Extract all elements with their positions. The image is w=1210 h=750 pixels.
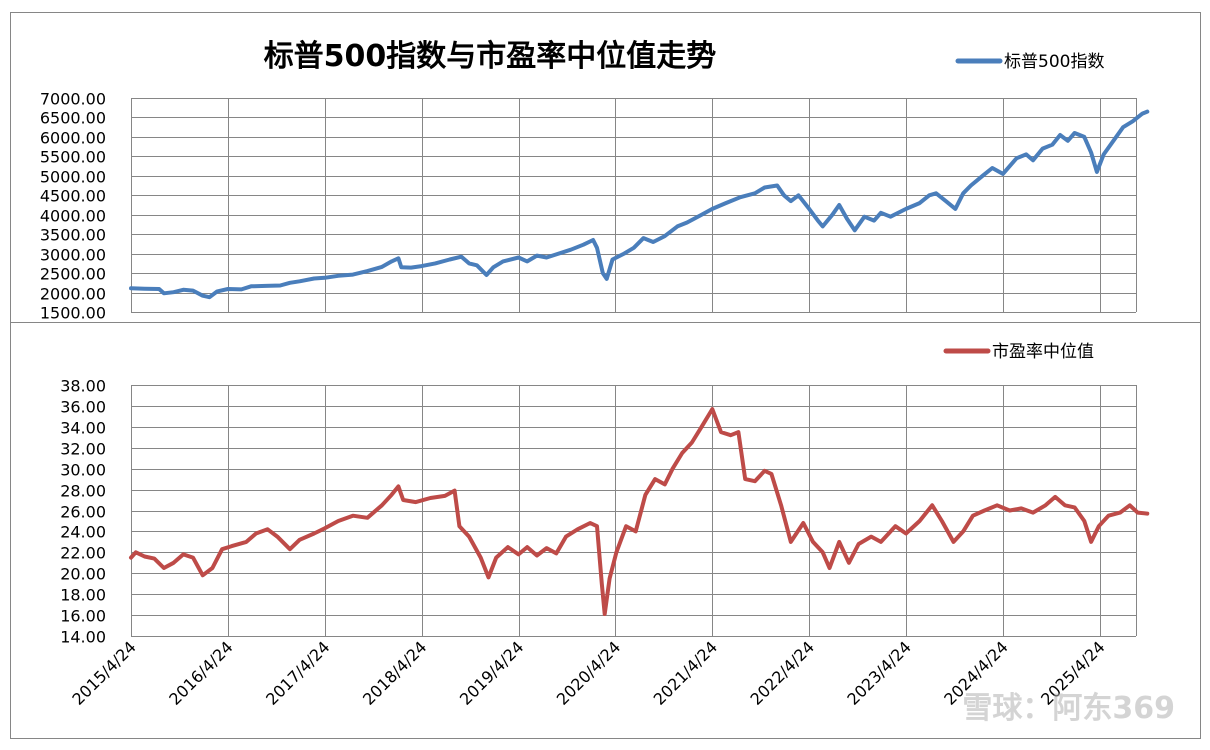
top-y-tick-label: 6500.00 — [40, 109, 106, 128]
bottom-y-tick-label: 16.00 — [60, 607, 106, 626]
bottom-y-tick-label: 36.00 — [60, 398, 106, 417]
chart-title: 标普500指数与市盈率中位值走势 — [264, 39, 717, 74]
bottom-chart-frame — [10, 322, 1201, 739]
bottom-legend: 市盈率中位值 — [943, 342, 1094, 362]
watermark-text: 雪球：阿东369 — [962, 691, 1175, 726]
bottom-y-tick-label: 20.00 — [60, 565, 106, 584]
bottom-y-tick-label: 22.00 — [60, 544, 106, 563]
top-y-tick-label: 7000.00 — [40, 90, 106, 109]
top-legend: 标普500指数 — [955, 52, 1104, 72]
bottom-y-tick-label: 26.00 — [60, 503, 106, 522]
bottom-y-tick-label: 38.00 — [60, 377, 106, 396]
top-y-tick-label: 2500.00 — [40, 265, 106, 284]
top-y-tick-label: 5000.00 — [40, 168, 106, 187]
bottom-y-tick-label: 34.00 — [60, 419, 106, 438]
bottom-y-tick-label: 28.00 — [60, 482, 106, 501]
top-y-tick-label: 6000.00 — [40, 129, 106, 148]
bottom-y-tick-label: 30.00 — [60, 461, 106, 480]
top-y-tick-label: 3500.00 — [40, 226, 106, 245]
bottom-series-line — [129, 407, 1150, 616]
top-y-tick-label: 4000.00 — [40, 207, 106, 226]
top-y-tick-label: 4500.00 — [40, 187, 106, 206]
bottom-y-tick-label: 24.00 — [60, 523, 106, 542]
top-y-tick-label: 5500.00 — [40, 148, 106, 167]
bottom-y-tick-label: 14.00 — [60, 628, 106, 647]
top-y-tick-label: 2000.00 — [40, 285, 106, 304]
bottom-legend-label: 市盈率中位值 — [992, 342, 1094, 362]
bottom-y-tick-label: 18.00 — [60, 586, 106, 605]
top-legend-label: 标普500指数 — [1004, 52, 1104, 72]
top-y-tick-label: 1500.00 — [40, 304, 106, 323]
top-y-tick-label: 3000.00 — [40, 246, 106, 265]
top-series-line — [129, 109, 1150, 300]
bottom-y-tick-label: 32.00 — [60, 440, 106, 459]
